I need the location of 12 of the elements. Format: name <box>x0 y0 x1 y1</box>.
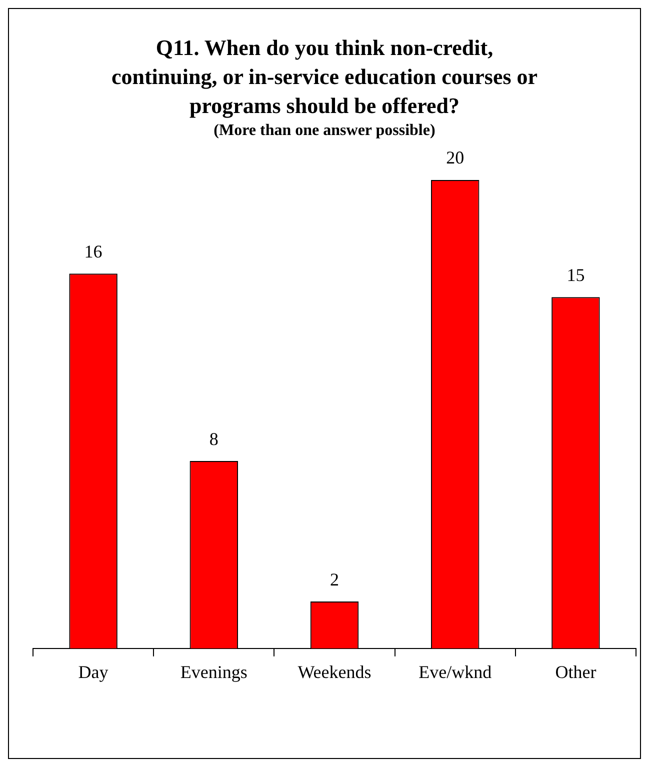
x-tick-label: Evenings <box>180 662 248 682</box>
data-label: 2 <box>330 569 339 590</box>
x-tick-label: Day <box>78 662 108 682</box>
data-label: 15 <box>566 264 585 285</box>
data-label: 20 <box>446 148 464 168</box>
chart-subtitle: (More than one answer possible) <box>212 122 436 140</box>
x-tick-label: Eve/wknd <box>418 662 492 682</box>
data-label: 16 <box>84 241 102 262</box>
chart-title: Q11. When do you think non-credit, continuing, or in-service education courses or programs should be offered? <box>110 34 539 120</box>
x-tick-label: Weekends <box>298 662 372 682</box>
x-tick-label: Other <box>555 662 596 682</box>
data-label: 8 <box>209 428 218 449</box>
